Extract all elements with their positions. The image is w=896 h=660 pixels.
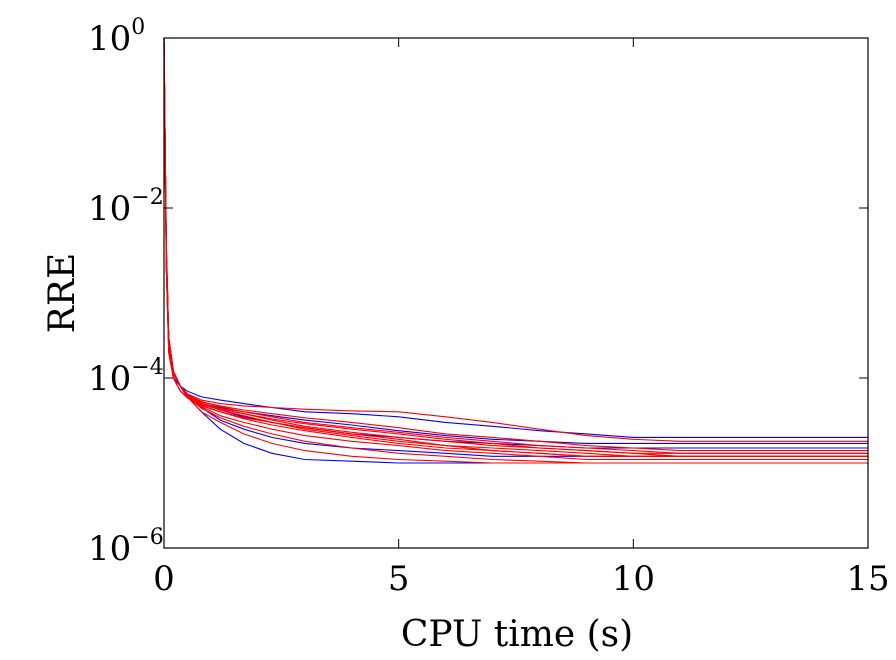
series-line-5 (163, 41, 868, 444)
x-tick-label: 5 (388, 559, 410, 599)
y-tick-base: 10 (88, 359, 131, 399)
y-tick-label: 100 (88, 15, 145, 59)
series-line-16 (163, 41, 868, 454)
series-line-1 (163, 37, 868, 464)
y-tick-base: 10 (88, 19, 131, 59)
y-tick-label: 10−4 (88, 355, 164, 399)
y-tick-label: 10−6 (88, 525, 164, 569)
y-tick-exponent: −2 (131, 185, 163, 210)
y-axis-title: RRE (42, 253, 83, 334)
series-line-11 (163, 41, 868, 464)
y-tick-base: 10 (88, 189, 131, 229)
y-tick-exponent: 0 (131, 15, 145, 40)
series-line-7 (163, 41, 868, 457)
series-line-15 (163, 37, 868, 464)
series-line-2 (163, 46, 868, 438)
x-axis-title: CPU time (s) (401, 614, 633, 655)
series-line-14 (163, 41, 868, 457)
series-line-4 (163, 51, 868, 457)
y-tick-exponent: −4 (131, 355, 163, 380)
x-tick-label: 0 (153, 559, 175, 599)
x-tick-label: 10 (612, 559, 655, 599)
x-tick-label: 15 (846, 559, 889, 599)
series-lines (163, 37, 868, 464)
plot-frame (163, 37, 869, 549)
y-tick-base: 10 (88, 529, 131, 569)
series-line-13 (163, 46, 868, 457)
x-tick-labels: 0 5 10 15 (153, 559, 889, 599)
series-line-3 (163, 41, 868, 449)
series-line-6 (163, 37, 868, 442)
series-line-12 (163, 37, 868, 457)
series-line-8 (163, 46, 868, 454)
y-tick-exponent: −6 (131, 525, 163, 550)
series-line-10 (163, 41, 868, 452)
y-tick-label: 10−2 (88, 185, 164, 229)
series-line-9 (163, 37, 868, 461)
axis-ticks (163, 37, 869, 549)
